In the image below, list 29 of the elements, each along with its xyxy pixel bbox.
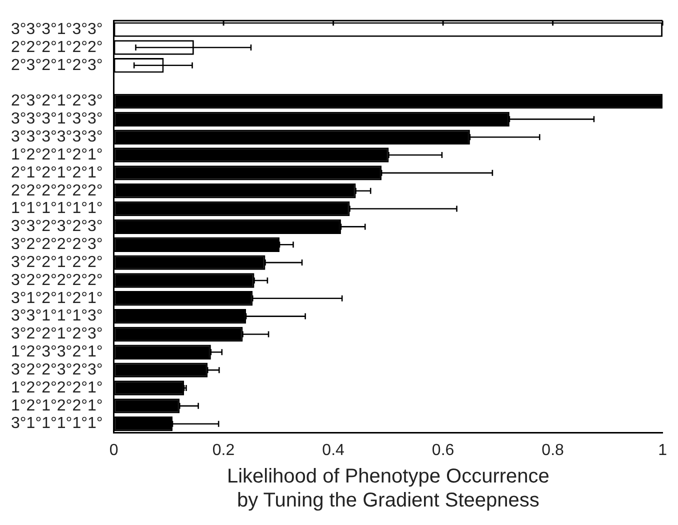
- y-tick-label: 3°2°2°1°2°2°: [11, 254, 103, 271]
- y-tick-label: 3°2°2°2°2°2°: [11, 272, 103, 289]
- y-tick-label: 1°2°1°2°2°1°: [11, 397, 103, 414]
- y-tick-label: 2°2°2°2°2°2°: [11, 182, 103, 200]
- y-tick-label: 3°3°1°1°1°3°: [11, 308, 103, 325]
- y-tick-label: 1°2°2°2°2°1°: [11, 379, 103, 396]
- y-tick-label: 3°2°2°3°2°3°: [11, 361, 103, 378]
- x-tick-label: 1: [658, 442, 668, 459]
- x-tick-label: 0.6: [432, 442, 454, 459]
- y-tick-label: 1°2°2°1°2°1°: [11, 146, 103, 164]
- y-tick-label: 3°3°2°3°2°3°: [11, 218, 103, 236]
- y-tick-label: 3°1°1°1°1°1°: [11, 415, 103, 432]
- y-tick-label: 2°3°2°1°2°3°: [11, 56, 103, 74]
- y-tick-label: 3°2°2°2°2°3°: [11, 236, 103, 254]
- y-tick-label: 3°2°2°1°2°3°: [11, 326, 103, 343]
- x-tick-label: 0.2: [212, 442, 235, 459]
- y-tick-label: 2°1°2°1°2°1°: [11, 164, 103, 182]
- x-tick-label: 0.4: [322, 442, 345, 459]
- y-tick-label: 1°2°3°3°2°1°: [11, 344, 103, 361]
- x-tick-label: 0: [109, 442, 118, 459]
- y-tick-label: 3°3°3°3°3°3°: [11, 128, 103, 146]
- y-tick-label: 3°3°3°1°3°3°: [11, 20, 103, 38]
- x-tick-label: 0.8: [542, 442, 564, 459]
- y-tick-label: 2°3°2°1°2°3°: [11, 92, 103, 110]
- y-tick-label: 2°2°2°1°2°2°: [11, 38, 103, 56]
- x-axis-title: Likelihood of Phenotype Occurrence by Tuning the Gradient Steepness: [226, 466, 550, 512]
- y-tick-label: 1°1°1°1°1°1°: [11, 200, 103, 218]
- y-tick-label: 3°3°3°1°3°3°: [11, 110, 103, 128]
- y-tick-label: 3°1°2°1°2°1°: [11, 290, 103, 307]
